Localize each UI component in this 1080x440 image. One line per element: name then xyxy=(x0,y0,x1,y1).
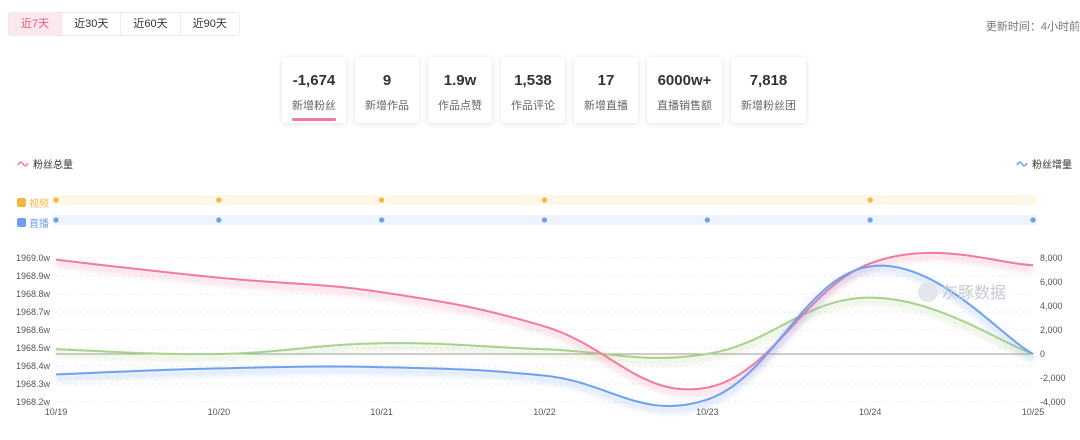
stat-card-fan-groups[interactable]: 7,818 新增粉丝团 xyxy=(731,57,806,123)
fans-line-chart: 1969.0w 1968.9w 1968.8w 1968.7w 1968.6w 1968.… xyxy=(16,251,1066,417)
right-axis-tick: 0 xyxy=(1040,349,1045,359)
live-event-dot[interactable] xyxy=(867,217,873,223)
right-axis-tick: 8,000 xyxy=(1040,253,1063,263)
stat-label: 作品点赞 xyxy=(438,100,482,112)
event-label: 视频 xyxy=(29,199,49,210)
right-axis-tick: -4,000 xyxy=(1040,397,1066,407)
left-axis-tick: 1968.5w xyxy=(16,343,51,353)
right-axis-tick: 6,000 xyxy=(1040,277,1063,287)
live-event-dot[interactable] xyxy=(704,217,710,223)
watermark: 灰豚数据 xyxy=(942,284,1006,302)
stat-value: 7,818 xyxy=(749,72,788,89)
stat-card-new-works[interactable]: 9 新增作品 xyxy=(355,57,419,123)
stat-value: 9 xyxy=(382,72,392,89)
wave-icon xyxy=(1016,161,1028,166)
x-axis-tick: 10/25 xyxy=(1022,407,1045,417)
fan-increase-line[interactable] xyxy=(55,264,1034,408)
left-axis-tick: 1968.6w xyxy=(16,325,51,335)
right-axis-tick: -2,000 xyxy=(1040,373,1066,383)
live-event-dot[interactable] xyxy=(379,217,385,223)
left-axis-tick: 1968.8w xyxy=(16,289,51,299)
stat-card-likes[interactable]: 1.9w 作品点赞 xyxy=(428,57,492,123)
stat-value: 1.9w xyxy=(443,72,477,89)
tab-60-days[interactable]: 近60天 xyxy=(121,13,181,35)
legend-label: 粉丝增量 xyxy=(1032,160,1072,171)
fan-increase-line-shadow xyxy=(55,266,1035,414)
stats-cards: -1,674 新增粉丝 9 新增作品 1.9w 作品点赞 1,538 作品评论 … xyxy=(282,57,806,123)
legend-label: 粉丝总量 xyxy=(33,160,73,171)
stat-card-comments[interactable]: 1,538 作品评论 xyxy=(501,57,565,123)
stat-card-new-lives[interactable]: 17 新增直播 xyxy=(574,57,638,123)
live-event-dot[interactable] xyxy=(53,217,59,223)
stat-value: 17 xyxy=(597,72,615,89)
stat-label: 新增粉丝团 xyxy=(741,100,796,112)
event-markers xyxy=(52,195,1037,225)
video-event-dot[interactable] xyxy=(867,197,873,203)
left-axis-tick: 1969.0w xyxy=(16,253,51,263)
stat-card-live-sales[interactable]: 6000w+ 直播销售额 xyxy=(647,57,722,123)
left-axis-tick: 1968.7w xyxy=(16,307,51,317)
update-time: 更新时间：4小时前 xyxy=(985,21,1080,33)
stat-label: 新增粉丝 xyxy=(292,100,336,112)
tab-30-days[interactable]: 近30天 xyxy=(62,13,122,35)
video-icon xyxy=(17,198,26,207)
stat-value: -1,674 xyxy=(292,72,336,89)
legend-fan-increase[interactable]: 粉丝增量 xyxy=(1016,156,1072,171)
left-axis-tick: 1968.2w xyxy=(16,397,51,407)
stat-card-new-fans[interactable]: -1,674 新增粉丝 xyxy=(282,57,346,123)
live-event-dot[interactable] xyxy=(216,217,222,223)
green-series-line[interactable] xyxy=(55,296,1034,359)
x-axis-tick: 10/23 xyxy=(696,407,719,417)
x-axis-tick: 10/19 xyxy=(45,407,68,417)
right-axis-tick: 4,000 xyxy=(1040,301,1063,311)
video-event-dot[interactable] xyxy=(379,197,385,203)
video-event-dot[interactable] xyxy=(541,197,548,203)
total-fans-line[interactable] xyxy=(55,251,1034,391)
x-axis-tick: 10/21 xyxy=(370,407,393,417)
live-icon xyxy=(17,218,26,227)
stat-label: 新增作品 xyxy=(365,100,409,112)
watermark-logo-icon xyxy=(918,282,938,302)
video-event-dot[interactable] xyxy=(216,197,222,203)
legend-total-fans[interactable]: 粉丝总量 xyxy=(17,156,73,171)
tab-7-days[interactable]: 近7天 xyxy=(9,13,63,35)
right-axis-tick: 2,000 xyxy=(1040,325,1063,335)
x-axis-tick: 10/24 xyxy=(859,407,882,417)
left-axis-tick: 1968.4w xyxy=(16,361,51,371)
event-label: 直播 xyxy=(29,219,49,230)
x-axis-tick: 10/20 xyxy=(208,407,231,417)
live-event-dot[interactable] xyxy=(541,217,548,223)
left-axis-tick: 1968.3w xyxy=(16,379,51,389)
green-series-line-shadow xyxy=(55,298,1034,365)
left-axis-tick: 1968.9w xyxy=(16,271,51,281)
video-event-dot[interactable] xyxy=(53,197,59,203)
event-row-label-video: 视频 xyxy=(17,195,49,210)
stat-value: 1,538 xyxy=(514,72,552,89)
wave-icon xyxy=(17,161,29,166)
x-axis-tick: 10/22 xyxy=(533,407,556,417)
event-row-label-live: 直播 xyxy=(17,215,49,230)
date-range-tabs: 近7天 近30天 近60天 近90天 xyxy=(8,12,240,36)
tab-90-days[interactable]: 近90天 xyxy=(180,13,239,35)
stat-label: 新增直播 xyxy=(584,100,628,112)
stat-label: 直播销售额 xyxy=(657,100,712,112)
live-event-dot[interactable] xyxy=(1030,217,1036,223)
stat-label: 作品评论 xyxy=(511,100,555,112)
selected-indicator xyxy=(292,118,336,121)
stat-value: 6000w+ xyxy=(657,72,712,89)
